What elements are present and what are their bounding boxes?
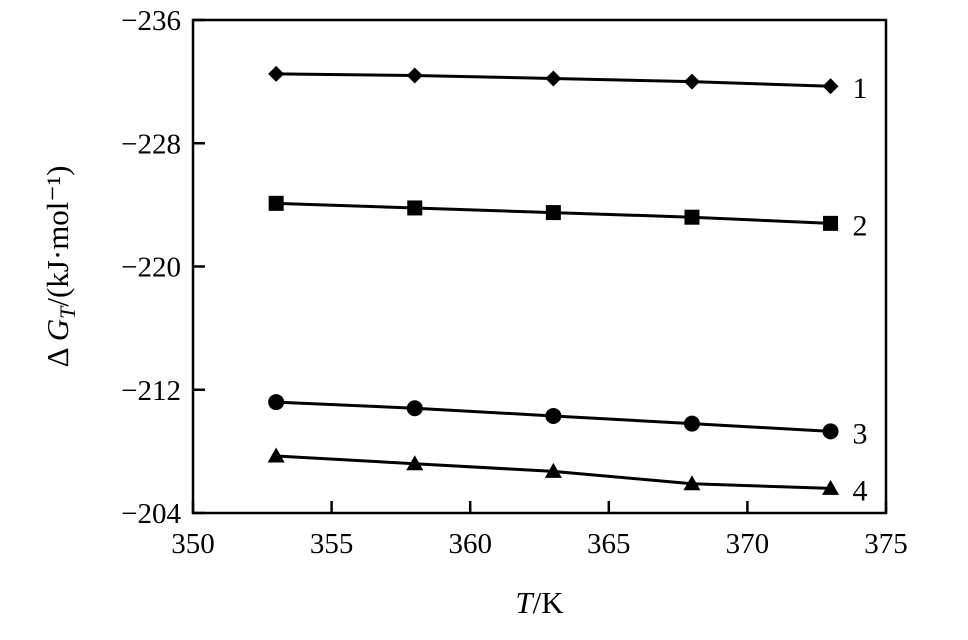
- series-1: 1: [268, 65, 868, 105]
- x-axis-title: T/K: [515, 585, 564, 620]
- y-axis: −236 −228 −220 −212 −204: [121, 5, 205, 530]
- y-tick-label: −228: [121, 128, 181, 160]
- x-tick-label: 375: [864, 528, 908, 560]
- data-point-triangle: [267, 447, 285, 463]
- plot-frame: [191, 18, 888, 515]
- data-point-square: [823, 215, 839, 231]
- data-point-square: [268, 195, 284, 211]
- series-label: 1: [853, 72, 868, 105]
- data-point-diamond: [545, 70, 562, 87]
- data-point-square: [684, 209, 700, 225]
- y-tick-label: −212: [121, 375, 181, 407]
- x-tick-label: 350: [171, 528, 215, 560]
- series-2: 2: [268, 195, 868, 242]
- data-point-circle: [406, 400, 423, 417]
- y-tick-label: −236: [121, 5, 181, 37]
- x-tick-label: 365: [587, 528, 631, 560]
- data-point-triangle: [822, 479, 840, 495]
- data-point-square: [545, 205, 561, 221]
- x-tick-label: 360: [448, 528, 492, 560]
- data-point-circle: [268, 394, 285, 411]
- data-point-diamond: [683, 73, 700, 90]
- data-point-diamond: [268, 65, 285, 82]
- data-point-triangle: [683, 475, 701, 491]
- data-point-diamond: [406, 67, 423, 84]
- series-group: 1 2 3 4: [267, 65, 868, 507]
- data-point-square: [407, 200, 423, 216]
- y-tick-label: −220: [121, 252, 181, 284]
- series-3: 3: [268, 394, 868, 450]
- data-point-diamond: [822, 78, 839, 95]
- x-tick-label: 370: [726, 528, 770, 560]
- data-point-circle: [822, 423, 839, 440]
- series-label: 4: [853, 474, 868, 507]
- data-point-circle: [683, 415, 700, 432]
- data-point-triangle: [544, 462, 562, 478]
- series-4: 4: [267, 447, 868, 507]
- y-tick-label: −204: [121, 498, 181, 530]
- series-label: 3: [853, 417, 868, 450]
- series-label: 2: [853, 209, 868, 242]
- x-axis: 350 355 360 365 370 375: [171, 501, 908, 560]
- x-tick-label: 355: [310, 528, 354, 560]
- data-point-circle: [545, 407, 562, 424]
- data-point-triangle: [406, 455, 424, 471]
- y-axis-title: Δ GT/(kJ·mol⁻¹): [40, 166, 80, 368]
